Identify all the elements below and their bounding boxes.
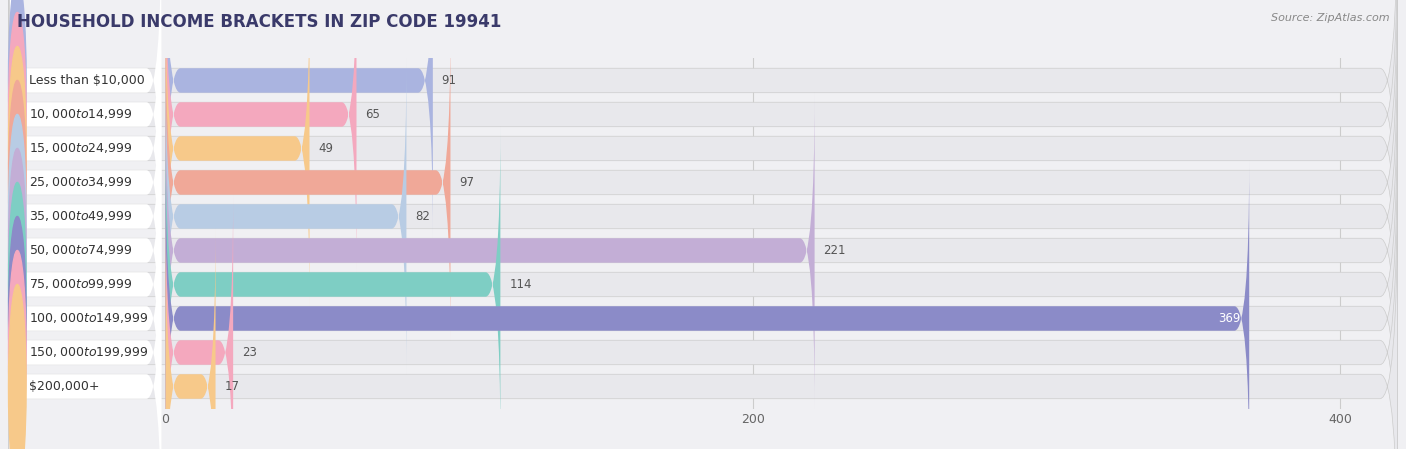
Text: 17: 17: [225, 380, 239, 393]
FancyBboxPatch shape: [166, 25, 450, 340]
Text: $100,000 to $149,999: $100,000 to $149,999: [30, 312, 149, 326]
Circle shape: [8, 13, 27, 216]
FancyBboxPatch shape: [10, 161, 162, 449]
Text: $25,000 to $34,999: $25,000 to $34,999: [30, 176, 132, 189]
Circle shape: [8, 285, 27, 449]
Circle shape: [8, 114, 27, 318]
FancyBboxPatch shape: [8, 0, 1398, 272]
FancyBboxPatch shape: [8, 195, 1398, 449]
FancyBboxPatch shape: [8, 25, 1398, 408]
FancyBboxPatch shape: [166, 161, 1249, 449]
FancyBboxPatch shape: [166, 127, 501, 442]
FancyBboxPatch shape: [10, 59, 162, 374]
FancyBboxPatch shape: [8, 0, 1398, 374]
FancyBboxPatch shape: [8, 92, 1398, 449]
Circle shape: [8, 149, 27, 352]
Text: 114: 114: [509, 278, 531, 291]
Circle shape: [8, 182, 27, 387]
Text: $75,000 to $99,999: $75,000 to $99,999: [30, 277, 132, 291]
FancyBboxPatch shape: [166, 195, 233, 449]
Text: Less than $10,000: Less than $10,000: [30, 74, 145, 87]
Text: 91: 91: [441, 74, 457, 87]
FancyBboxPatch shape: [10, 92, 162, 408]
Circle shape: [8, 0, 27, 182]
FancyBboxPatch shape: [10, 0, 162, 272]
Text: 65: 65: [366, 108, 380, 121]
FancyBboxPatch shape: [8, 161, 1398, 449]
FancyBboxPatch shape: [166, 0, 309, 306]
FancyBboxPatch shape: [166, 0, 433, 238]
Text: $10,000 to $14,999: $10,000 to $14,999: [30, 107, 132, 122]
FancyBboxPatch shape: [8, 59, 1398, 442]
FancyBboxPatch shape: [8, 127, 1398, 449]
FancyBboxPatch shape: [10, 0, 162, 306]
Text: 97: 97: [460, 176, 474, 189]
FancyBboxPatch shape: [166, 0, 357, 272]
Text: 221: 221: [824, 244, 846, 257]
FancyBboxPatch shape: [10, 229, 162, 449]
Text: 82: 82: [415, 210, 430, 223]
Text: $150,000 to $199,999: $150,000 to $199,999: [30, 345, 149, 360]
Text: 23: 23: [242, 346, 257, 359]
Text: 49: 49: [318, 142, 333, 155]
Text: HOUSEHOLD INCOME BRACKETS IN ZIP CODE 19941: HOUSEHOLD INCOME BRACKETS IN ZIP CODE 19…: [17, 13, 502, 31]
Text: $200,000+: $200,000+: [30, 380, 100, 393]
Circle shape: [8, 46, 27, 251]
FancyBboxPatch shape: [10, 0, 162, 238]
FancyBboxPatch shape: [8, 0, 1398, 306]
Text: $15,000 to $24,999: $15,000 to $24,999: [30, 141, 132, 155]
Circle shape: [8, 216, 27, 421]
FancyBboxPatch shape: [10, 25, 162, 340]
Text: $50,000 to $74,999: $50,000 to $74,999: [30, 243, 132, 257]
FancyBboxPatch shape: [10, 195, 162, 449]
Text: Source: ZipAtlas.com: Source: ZipAtlas.com: [1271, 13, 1389, 23]
Text: $35,000 to $49,999: $35,000 to $49,999: [30, 210, 132, 224]
FancyBboxPatch shape: [8, 0, 1398, 340]
FancyBboxPatch shape: [166, 59, 406, 374]
FancyBboxPatch shape: [166, 229, 215, 449]
FancyBboxPatch shape: [10, 127, 162, 442]
Circle shape: [8, 251, 27, 449]
Circle shape: [8, 80, 27, 285]
FancyBboxPatch shape: [166, 92, 814, 408]
Text: 369: 369: [1218, 312, 1240, 325]
